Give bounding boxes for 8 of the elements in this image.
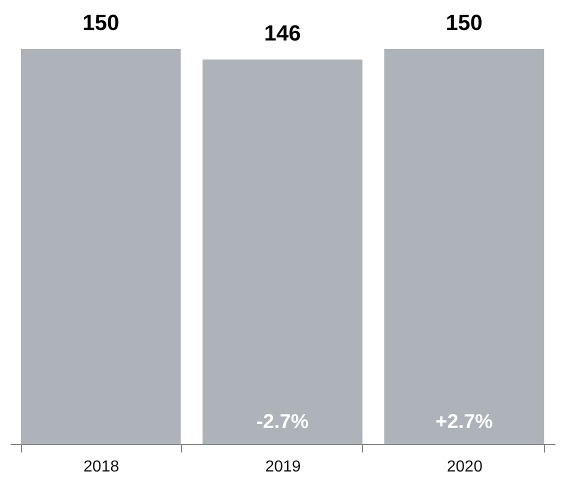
data-label: 150 <box>82 10 120 35</box>
x-tick-label: 2019 <box>265 458 301 476</box>
data-label: 146 <box>264 20 301 46</box>
annotation: -2.7% <box>256 411 309 433</box>
x-tick-label: 2020 <box>446 458 483 476</box>
data-label: 150 <box>446 10 483 35</box>
annotation: +2.7% <box>436 411 494 433</box>
x-tick-label: 2018 <box>84 458 120 476</box>
